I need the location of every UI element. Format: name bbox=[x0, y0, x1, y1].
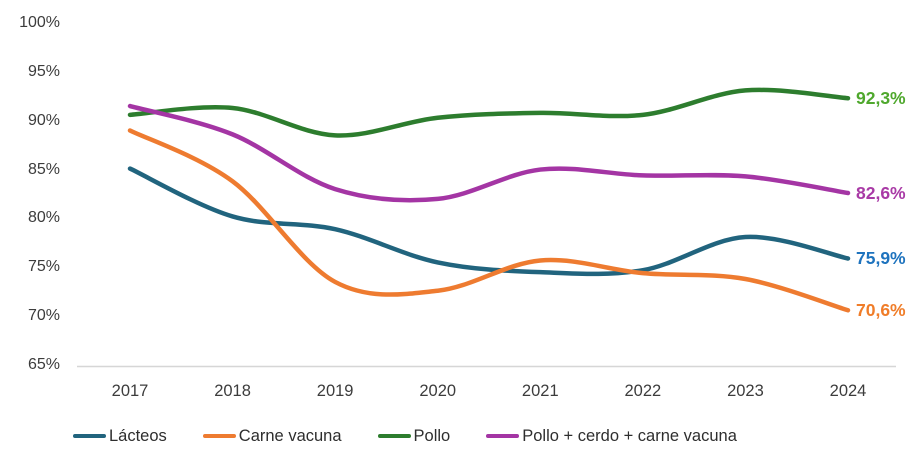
legend-label: Carne vacuna bbox=[238, 426, 342, 445]
x-tick-label: 2021 bbox=[521, 382, 559, 400]
y-tick-label: 80% bbox=[27, 209, 60, 227]
legend-label: Pollo + cerdo + carne vacuna bbox=[522, 426, 737, 445]
x-tick-label: 2024 bbox=[829, 382, 867, 400]
end-label-2: 92,3% bbox=[856, 88, 906, 109]
legend-swatch-icon bbox=[377, 433, 411, 439]
end-label-3: 82,6% bbox=[856, 183, 906, 204]
x-tick-label: 2018 bbox=[214, 382, 251, 400]
legend-label: Lácteos bbox=[109, 426, 167, 445]
x-tick-label: 2019 bbox=[316, 382, 354, 400]
x-tick-label: 2022 bbox=[624, 382, 662, 400]
x-tick-label: 2017 bbox=[111, 382, 149, 400]
series-line-2 bbox=[127, 87, 851, 138]
y-tick-label: 75% bbox=[27, 258, 60, 276]
legend: Lácteos Carne vacuna Pollo Pollo + cerdo + … bbox=[73, 424, 737, 448]
y-tick-label: 70% bbox=[27, 307, 60, 325]
legend-item-3: Pollo + cerdo + carne vacuna bbox=[486, 427, 737, 446]
series-line-1 bbox=[127, 128, 851, 313]
end-label-1: 70,6% bbox=[856, 300, 906, 321]
end-label-0: 75,9% bbox=[856, 248, 906, 269]
legend-label: Pollo bbox=[413, 426, 451, 445]
legend-swatch-icon bbox=[486, 433, 520, 439]
series-line-0 bbox=[127, 166, 851, 277]
y-tick-label: 100% bbox=[19, 14, 60, 31]
legend-item-1: Carne vacuna bbox=[202, 426, 342, 446]
y-tick-label: 65% bbox=[27, 356, 60, 373]
x-tick-label: 2023 bbox=[727, 382, 764, 400]
series-line-3 bbox=[127, 103, 851, 203]
y-tick-label: 85% bbox=[27, 160, 60, 178]
y-tick-label: 90% bbox=[27, 111, 60, 129]
legend-item-2: Pollo bbox=[377, 426, 451, 446]
legend-item-0: Lácteos bbox=[73, 427, 167, 446]
legend-swatch-icon bbox=[202, 433, 236, 439]
legend-swatch-icon bbox=[73, 433, 106, 439]
x-tick-label: 2020 bbox=[419, 382, 457, 400]
y-tick-label: 95% bbox=[27, 62, 60, 80]
